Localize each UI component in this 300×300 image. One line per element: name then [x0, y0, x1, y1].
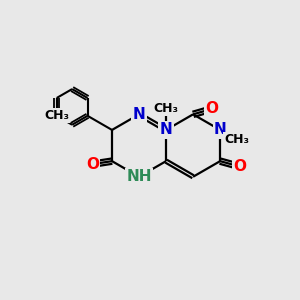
Text: O: O: [205, 101, 218, 116]
Text: N: N: [133, 107, 146, 122]
Text: O: O: [233, 159, 246, 174]
Text: NH: NH: [126, 169, 152, 184]
Text: CH₃: CH₃: [224, 133, 249, 146]
Text: N: N: [214, 122, 226, 137]
Text: O: O: [86, 157, 99, 172]
Text: N: N: [160, 122, 172, 137]
Text: CH₃: CH₃: [154, 102, 178, 115]
Text: CH₃: CH₃: [44, 109, 69, 122]
